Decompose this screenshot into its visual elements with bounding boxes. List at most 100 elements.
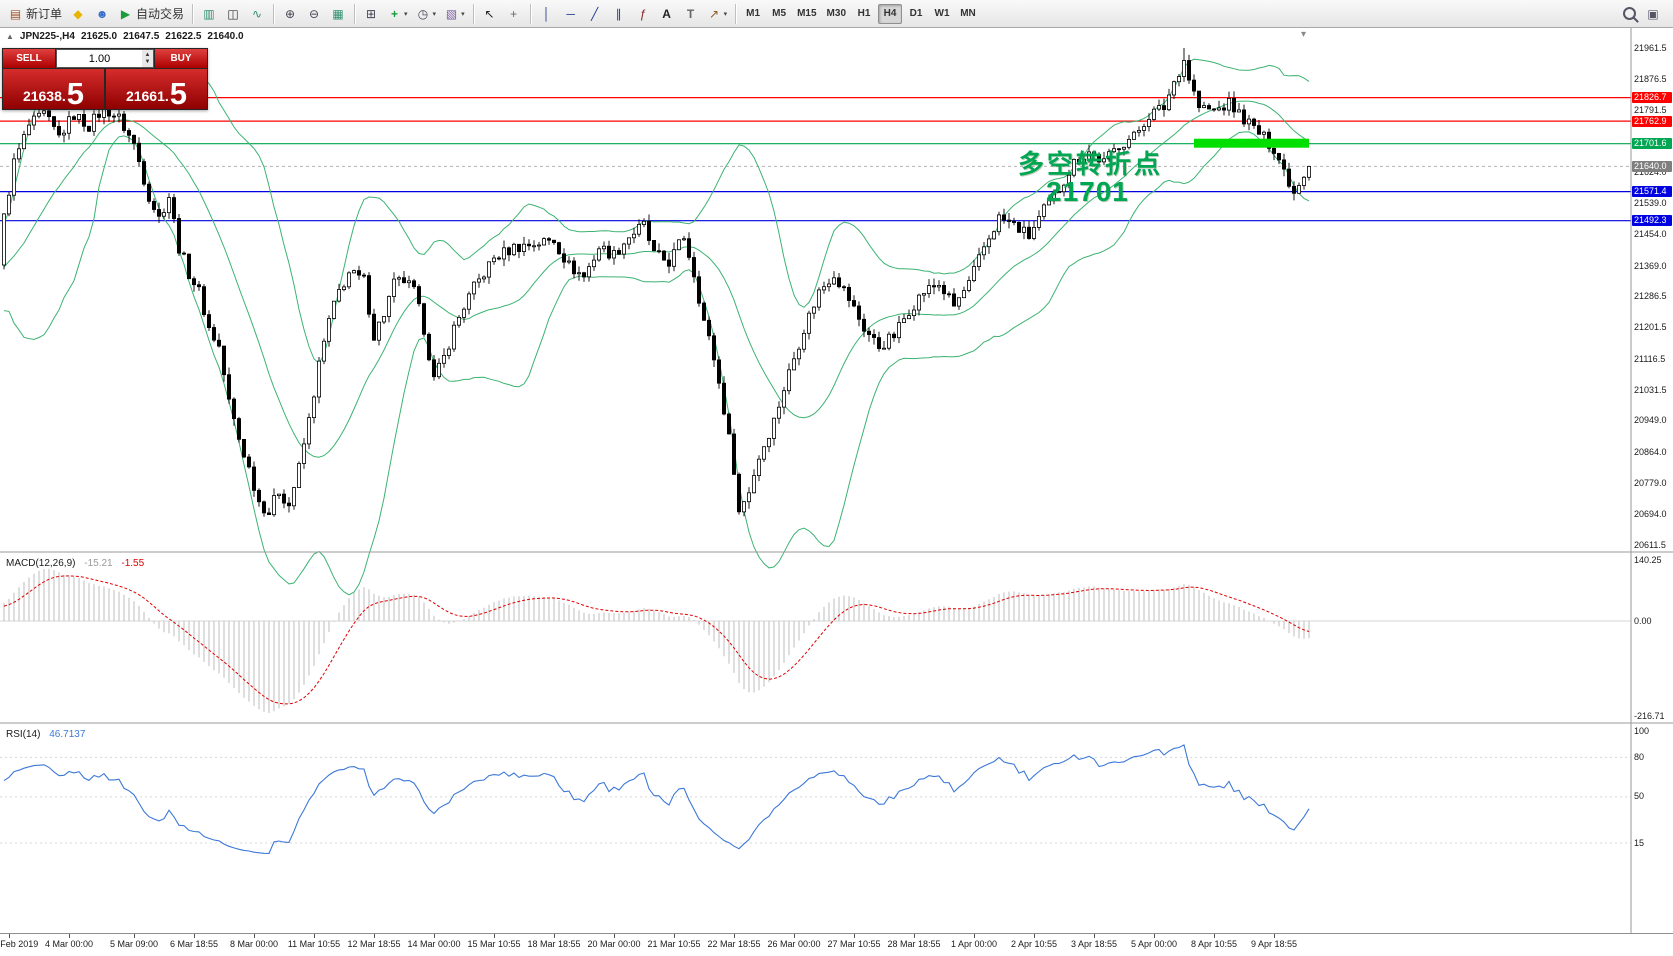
- timeframe-m30-button[interactable]: M30: [823, 4, 850, 24]
- periods-button[interactable]: ◷ ▾: [413, 3, 440, 25]
- price-tick-label: 20611.5: [1634, 539, 1666, 550]
- toolbar-separator: [354, 3, 356, 24]
- price-scale[interactable]: 21961.521876.521791.521624.021539.021454…: [1631, 28, 1673, 933]
- clock-icon: ◷: [417, 6, 429, 21]
- chevron-down-icon: ▾: [404, 10, 408, 18]
- fibonacci-tool-button[interactable]: ƒ: [632, 3, 654, 25]
- new-order-button[interactable]: ▤ 新订单: [5, 3, 65, 25]
- time-label: 18 Mar 18:55: [527, 939, 581, 949]
- candles: [2, 48, 1312, 517]
- toolbar: ▤ 新订单 ◆ ☻ ▶ 自动交易 ▥ ◫ ∿ ⊕ ⊖ ▦: [0, 0, 1673, 28]
- ask-price-big-digit: 5: [169, 75, 188, 111]
- label-tool-button[interactable]: T: [680, 3, 702, 25]
- lot-size-value: 1.00: [88, 52, 111, 65]
- timeframe-h4-button[interactable]: H4: [878, 3, 902, 24]
- autotrade-button[interactable]: ▶ 自动交易: [115, 3, 187, 25]
- price-tick-label: 20949.0: [1634, 415, 1667, 426]
- grid-button[interactable]: ▦: [327, 3, 349, 25]
- timeframe-m1-button[interactable]: M1: [741, 4, 765, 24]
- time-label: 6 Mar 18:55: [169, 939, 219, 949]
- spin-down-icon[interactable]: ▼: [144, 58, 151, 65]
- price-tick-label: 21286.5: [1634, 291, 1667, 301]
- toolbar-separator: [529, 3, 531, 24]
- time-label: 1 Apr 00:00: [950, 939, 998, 949]
- indicators-icon: +: [391, 6, 399, 21]
- candlestick-icon: ◫: [227, 6, 239, 21]
- price-chart[interactable]: [0, 28, 1673, 933]
- time-tick: [914, 934, 915, 938]
- macd-tick-label: 0.00: [1634, 615, 1652, 626]
- market-watch-button[interactable]: ◆: [67, 3, 89, 25]
- time-label: 3 Apr 18:55: [1070, 939, 1118, 949]
- bid-price-box[interactable]: 21638. 5: [3, 69, 104, 109]
- templates-button[interactable]: ▧ ▾: [441, 3, 468, 25]
- macd-main-value: -15.21: [84, 558, 113, 569]
- level-price-badge: 21826.7: [1632, 92, 1672, 104]
- price-tick-label: 21454.0: [1634, 229, 1667, 240]
- time-tick: [434, 934, 435, 938]
- time-label: 8 Apr 10:55: [1190, 939, 1238, 949]
- bar-chart-mode-button[interactable]: ▥: [198, 3, 220, 25]
- tile-windows-button[interactable]: ⊞: [360, 3, 382, 25]
- search-button[interactable]: [1618, 3, 1640, 25]
- spin-up-icon[interactable]: ▲: [144, 51, 151, 58]
- level-price-badge: 21701.6: [1632, 138, 1672, 150]
- vertical-line-tool-button[interactable]: │: [536, 3, 558, 25]
- timeframe-m5-button[interactable]: M5: [767, 4, 791, 24]
- lot-size-field[interactable]: 1.00 ▲ ▼: [56, 49, 154, 68]
- rsi-label: RSI(14) 46.7137: [6, 729, 85, 740]
- time-label: 28 Feb 2019: [0, 939, 39, 949]
- time-tick: [9, 934, 10, 938]
- macd-title: MACD(12,26,9): [6, 558, 76, 569]
- text-tool-button[interactable]: A: [656, 3, 678, 25]
- price-tick-label: 21369.0: [1634, 260, 1667, 271]
- time-label: 5 Mar 09:00: [109, 939, 159, 949]
- trendline-tool-button[interactable]: ╱: [584, 3, 606, 25]
- time-tick: [254, 934, 255, 938]
- horizontal-line-tool-button[interactable]: ─: [560, 3, 582, 25]
- price-tick-label: 21791.5: [1634, 105, 1667, 116]
- lot-spinner[interactable]: ▲ ▼: [142, 50, 153, 67]
- time-tick: [374, 934, 375, 938]
- timeframe-d1-button[interactable]: D1: [904, 4, 928, 24]
- timeframe-w1-button[interactable]: W1: [930, 4, 954, 24]
- cursor-tool-button[interactable]: ↖: [479, 3, 501, 25]
- buy-button[interactable]: BUY: [155, 49, 207, 68]
- indicators-button[interactable]: + ▾: [384, 3, 411, 25]
- zoom-in-button[interactable]: ⊕: [279, 3, 301, 25]
- profile-button[interactable]: ☻: [91, 3, 113, 25]
- panel-icon: ▣: [1647, 6, 1659, 21]
- timeframe-m15-button[interactable]: M15: [793, 4, 820, 24]
- ohlc-low: 21622.5: [165, 31, 202, 42]
- market-watch-icon: ◆: [73, 6, 83, 21]
- time-tick: [134, 934, 135, 938]
- symbol-name: JPN225-,H4: [19, 31, 75, 42]
- candle-chart-mode-button[interactable]: ◫: [222, 3, 244, 25]
- new-order-label: 新订单: [26, 7, 63, 21]
- arrows-tool-button[interactable]: ↗ ▾: [704, 3, 731, 25]
- panel-button[interactable]: ▣: [1642, 3, 1664, 25]
- chevron-down-icon: ▾: [723, 10, 728, 18]
- zoom-out-button[interactable]: ⊖: [303, 3, 325, 25]
- timeframe-mn-button[interactable]: MN: [956, 4, 980, 24]
- bollinger-bands: [3, 52, 1310, 596]
- macd-tick-label: -216.71: [1634, 710, 1665, 721]
- horizontal-line-icon: ─: [566, 6, 575, 21]
- price-tick-label: 21961.5: [1634, 42, 1667, 53]
- time-axis[interactable]: 28 Feb 2019 4 Mar 00:00 5 Mar 09:00 6 Mar 1…: [0, 933, 1673, 956]
- annotation-value: 21701: [1046, 176, 1129, 207]
- crosshair-tool-button[interactable]: +: [503, 3, 525, 25]
- line-chart-mode-button[interactable]: ∿: [246, 3, 268, 25]
- time-label: 14 Mar 00:00: [407, 939, 461, 949]
- sell-button[interactable]: SELL: [3, 49, 55, 68]
- timeframe-h1-button[interactable]: H1: [852, 4, 876, 24]
- channel-tool-button[interactable]: ∥: [608, 3, 630, 25]
- toolbar-separator: [273, 3, 275, 24]
- time-tick: [1274, 934, 1275, 938]
- vertical-line-icon: │: [542, 6, 551, 21]
- symbol-marker-icon: ▲: [6, 32, 14, 41]
- chart-area: 21961.521876.521791.521624.021539.021454…: [0, 28, 1673, 956]
- rsi-tick-label: 15: [1634, 837, 1645, 848]
- ask-price-box[interactable]: 21661. 5: [106, 69, 207, 109]
- toolbar-separator: [735, 3, 737, 24]
